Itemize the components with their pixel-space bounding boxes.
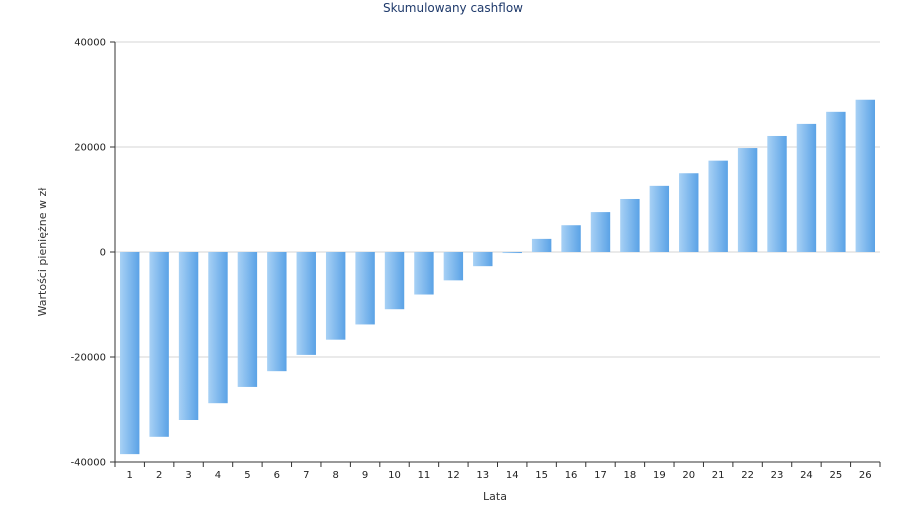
x-axis-title: Lata bbox=[483, 490, 507, 503]
x-tick-label-5: 5 bbox=[244, 470, 250, 481]
y-tick-label-0: 40000 bbox=[74, 38, 106, 49]
bar-23 bbox=[767, 135, 787, 252]
x-tick-label-9: 9 bbox=[362, 470, 368, 481]
x-tick-label-14: 14 bbox=[506, 470, 519, 481]
bar-13 bbox=[473, 252, 493, 267]
x-tick-label-21: 21 bbox=[712, 470, 725, 481]
y-tick-label-2: 0 bbox=[100, 248, 106, 259]
bar-7 bbox=[296, 252, 316, 355]
x-tick-label-6: 6 bbox=[274, 470, 280, 481]
x-tick-label-3: 3 bbox=[185, 470, 191, 481]
bar-18 bbox=[620, 198, 640, 252]
x-tick-label-26: 26 bbox=[859, 470, 872, 481]
bar-14 bbox=[502, 252, 522, 254]
bar-16 bbox=[561, 225, 581, 252]
x-tick-label-25: 25 bbox=[829, 470, 842, 481]
x-tick-label-2: 2 bbox=[156, 470, 162, 481]
bar-12 bbox=[443, 252, 464, 281]
bar-10 bbox=[384, 252, 405, 310]
y-axis-title: Wartości pieniężne w zł bbox=[36, 187, 49, 317]
gridlines bbox=[115, 41, 880, 463]
bars bbox=[120, 99, 875, 455]
bar-24 bbox=[796, 123, 817, 253]
bar-11 bbox=[414, 252, 434, 295]
bar-22 bbox=[737, 148, 758, 252]
bar-2 bbox=[149, 252, 169, 437]
x-tick-label-7: 7 bbox=[303, 470, 309, 481]
x-tick-label-11: 11 bbox=[418, 470, 431, 481]
x-tick-label-20: 20 bbox=[682, 470, 695, 481]
x-tick-label-13: 13 bbox=[476, 470, 489, 481]
chart-title: Skumulowany cashflow bbox=[383, 1, 523, 15]
x-tick-label-12: 12 bbox=[447, 470, 460, 481]
x-tick-labels: 1 2 3 4 5 6 7 8 9 10 11 12 13 14 15 16 17 18 19 20 21 22 23 24 2… bbox=[127, 470, 872, 481]
bar-4 bbox=[208, 252, 228, 404]
bar-5 bbox=[237, 252, 258, 387]
bar-20 bbox=[679, 173, 699, 252]
bar-17 bbox=[590, 212, 611, 252]
x-tick-label-15: 15 bbox=[535, 470, 548, 481]
x-tick-label-18: 18 bbox=[624, 470, 637, 481]
x-tick-label-4: 4 bbox=[215, 470, 221, 481]
y-tick-label-3: -20000 bbox=[71, 353, 106, 364]
bar-26 bbox=[855, 99, 875, 252]
x-tick-label-17: 17 bbox=[594, 470, 607, 481]
bar-3 bbox=[178, 252, 199, 420]
x-tick-label-19: 19 bbox=[653, 470, 666, 481]
y-tick-label-1: 20000 bbox=[74, 143, 106, 154]
x-tick-label-16: 16 bbox=[565, 470, 578, 481]
bar-25 bbox=[826, 111, 846, 253]
x-tick-label-23: 23 bbox=[771, 470, 784, 481]
y-tick-labels: 40000 20000 0 -20000 -40000 bbox=[71, 38, 106, 469]
axes bbox=[110, 41, 881, 467]
bar-9 bbox=[355, 252, 375, 325]
bar-19 bbox=[649, 185, 670, 252]
x-tick-label-1: 1 bbox=[127, 470, 133, 481]
x-tick-label-10: 10 bbox=[388, 470, 401, 481]
bar-6 bbox=[267, 252, 287, 372]
y-tick-label-4: -40000 bbox=[71, 458, 106, 469]
x-tick-label-8: 8 bbox=[332, 470, 338, 481]
x-tick-label-24: 24 bbox=[800, 470, 813, 481]
bar-21 bbox=[708, 160, 728, 252]
bar-15 bbox=[531, 238, 552, 253]
bar-8 bbox=[325, 252, 346, 340]
x-tick-label-22: 22 bbox=[741, 470, 754, 481]
bar-1 bbox=[120, 252, 140, 455]
